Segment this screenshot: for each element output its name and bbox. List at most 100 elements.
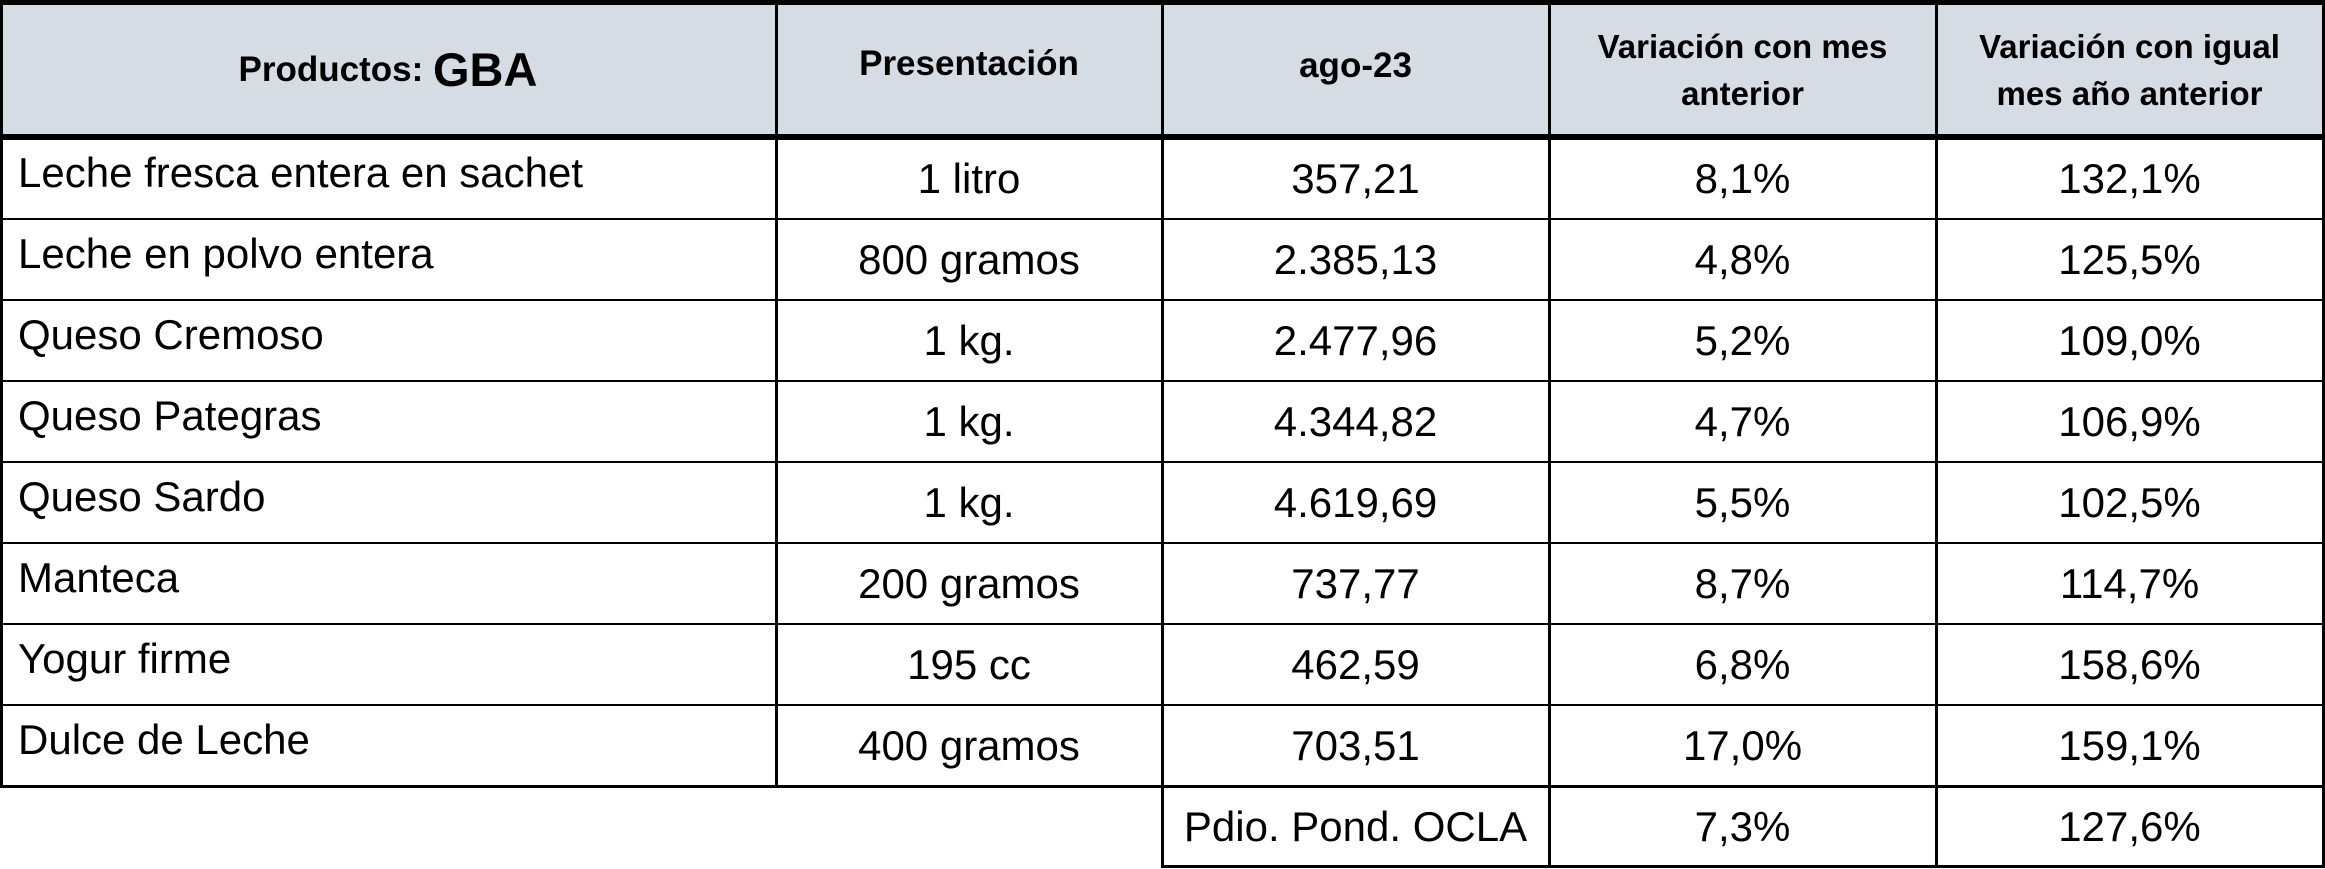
row-6-var-anio-text: 114,7%	[2059, 559, 2200, 607]
header-var-anio-line2: mes año anterior	[1996, 75, 2263, 112]
header-var-anio-wrap: Variación con igual mes año anterior	[1979, 23, 2280, 117]
row-6-var-anio: 114,7%	[1936, 543, 2323, 624]
row-8-var-anio-text: 159,1%	[2058, 721, 2201, 769]
row-7-producto-text: Yogur firme	[18, 634, 232, 682]
footer-var-anio-text: 127,6%	[2058, 802, 2201, 850]
row-7-presentacion-text: 195 cc	[907, 640, 1031, 688]
col-line-5	[2322, 0, 2325, 868]
col-line-2	[1161, 0, 1164, 868]
row-4-precio: 4.344,82	[1162, 381, 1549, 462]
row-3-var-anio: 109,0%	[1936, 300, 2323, 381]
row-3-var-anio-text: 109,0%	[2058, 316, 2201, 364]
row-4-presentacion: 1 kg.	[776, 381, 1162, 462]
header-presentacion: Presentación	[776, 4, 1162, 124]
col-line-0	[0, 0, 3, 787]
row-4-presentacion-text: 1 kg.	[923, 397, 1015, 445]
row-4-producto-text: Queso Pategras	[18, 391, 322, 439]
row-2-var-anio: 125,5%	[1936, 219, 2323, 300]
row-7-var-mes: 6,8%	[1549, 624, 1936, 705]
row-8-var-anio: 159,1%	[1936, 705, 2323, 786]
row-3-precio-text: 2.477,96	[1273, 316, 1438, 364]
row-2-var-anio-text: 125,5%	[2058, 235, 2201, 283]
row-1-var-mes: 8,1%	[1549, 138, 1936, 219]
header-productos: Productos: GBA	[0, 4, 776, 136]
row-2-presentacion: 800 gramos	[776, 219, 1162, 300]
row-5-precio: 4.619,69	[1162, 462, 1549, 543]
footer-label-text: Pdio. Pond. OCLA	[1183, 802, 1528, 850]
row-7-precio: 462,59	[1162, 624, 1549, 705]
row-1-presentacion-text: 1 litro	[917, 154, 1021, 202]
row-8-producto: Dulce de Leche	[0, 705, 776, 786]
row-3-precio: 2.477,96	[1162, 300, 1549, 381]
row-2-producto-text: Leche en polvo entera	[18, 229, 434, 277]
row-5-precio-text: 4.619,69	[1273, 478, 1438, 526]
footer-var-mes: 7,3%	[1549, 786, 1936, 867]
row-5-producto-text: Queso Sardo	[18, 472, 266, 520]
row-6-var-mes-text: 8,7%	[1694, 559, 1791, 607]
col-line-3	[1548, 0, 1551, 868]
row-5-var-mes: 5,5%	[1549, 462, 1936, 543]
header-var-mes-wrap: Variación con mes anterior	[1598, 23, 1888, 117]
header-var-mes-line2: anterior	[1681, 75, 1804, 112]
row-8-presentacion-text: 400 gramos	[858, 721, 1080, 769]
row-3-var-mes-text: 5,2%	[1694, 316, 1791, 364]
row-3-producto-text: Queso Cremoso	[18, 310, 324, 358]
row-2-var-mes: 4,8%	[1549, 219, 1936, 300]
row-8-presentacion: 400 gramos	[776, 705, 1162, 786]
row-1-producto-text: Leche fresca entera en sachet	[18, 148, 584, 196]
row-1-producto: Leche fresca entera en sachet	[0, 138, 776, 219]
row-4-var-anio: 106,9%	[1936, 381, 2323, 462]
row-5-var-anio: 102,5%	[1936, 462, 2323, 543]
header-var-mes: Variación con mes anterior	[1549, 4, 1936, 136]
row-4-precio-text: 4.344,82	[1273, 397, 1438, 445]
row-1-precio: 357,21	[1162, 138, 1549, 219]
row-6-precio: 737,77	[1162, 543, 1549, 624]
row-7-var-mes-text: 6,8%	[1694, 640, 1791, 688]
row-5-var-mes-text: 5,5%	[1694, 478, 1791, 526]
row-8-precio-text: 703,51	[1291, 721, 1420, 769]
row-7-var-anio: 158,6%	[1936, 624, 2323, 705]
row-3-presentacion: 1 kg.	[776, 300, 1162, 381]
footer-bottom-border	[1162, 865, 2325, 868]
header-var-mes-line1: Variación con mes	[1597, 28, 1888, 65]
col-line-4	[1935, 0, 1938, 868]
row-1-presentacion: 1 litro	[776, 138, 1162, 219]
row-8-var-mes-text: 17,0%	[1682, 721, 1803, 769]
row-4-var-mes-text: 4,7%	[1694, 397, 1791, 445]
row-5-var-anio-text: 102,5%	[2058, 478, 2201, 526]
row-4-var-anio-text: 106,9%	[2058, 397, 2201, 445]
row-1-precio-text: 357,21	[1291, 154, 1420, 202]
footer-label: Pdio. Pond. OCLA	[1162, 786, 1549, 867]
row-7-var-anio-text: 158,6%	[2058, 640, 2201, 688]
row-6-presentacion-text: 200 gramos	[858, 559, 1080, 607]
header-region: GBA	[433, 43, 538, 96]
row-8-var-mes: 17,0%	[1549, 705, 1936, 786]
header-period: ago-23	[1162, 4, 1549, 128]
footer-var-anio: 127,6%	[1936, 786, 2323, 867]
row-6-var-mes: 8,7%	[1549, 543, 1936, 624]
header-var-anio-line1: Variación con igual	[1979, 28, 2280, 65]
row-5-presentacion: 1 kg.	[776, 462, 1162, 543]
row-2-precio-text: 2.385,13	[1273, 235, 1438, 283]
header-productos-label: Productos:	[238, 50, 424, 89]
row-7-producto: Yogur firme	[0, 624, 776, 705]
header-presentacion-text: Presentación	[859, 44, 1079, 83]
row-8-producto-text: Dulce de Leche	[18, 715, 310, 763]
row-3-presentacion-text: 1 kg.	[923, 316, 1015, 364]
row-5-producto: Queso Sardo	[0, 462, 776, 543]
row-4-var-mes: 4,7%	[1549, 381, 1936, 462]
row-2-producto: Leche en polvo entera	[0, 219, 776, 300]
row-7-precio-text: 462,59	[1291, 640, 1420, 688]
row-4-producto: Queso Pategras	[0, 381, 776, 462]
row-6-precio-text: 737,77	[1291, 559, 1420, 607]
header-var-anio: Variación con igual mes año anterior	[1936, 4, 2323, 136]
footer-var-mes-text: 7,3%	[1694, 802, 1791, 850]
row-1-var-anio: 132,1%	[1936, 138, 2323, 219]
row-5-presentacion-text: 1 kg.	[923, 478, 1015, 526]
row-3-var-mes: 5,2%	[1549, 300, 1936, 381]
header-period-text: ago-23	[1299, 46, 1412, 85]
row-2-precio: 2.385,13	[1162, 219, 1549, 300]
row-3-producto: Queso Cremoso	[0, 300, 776, 381]
row-2-var-mes-text: 4,8%	[1694, 235, 1791, 283]
